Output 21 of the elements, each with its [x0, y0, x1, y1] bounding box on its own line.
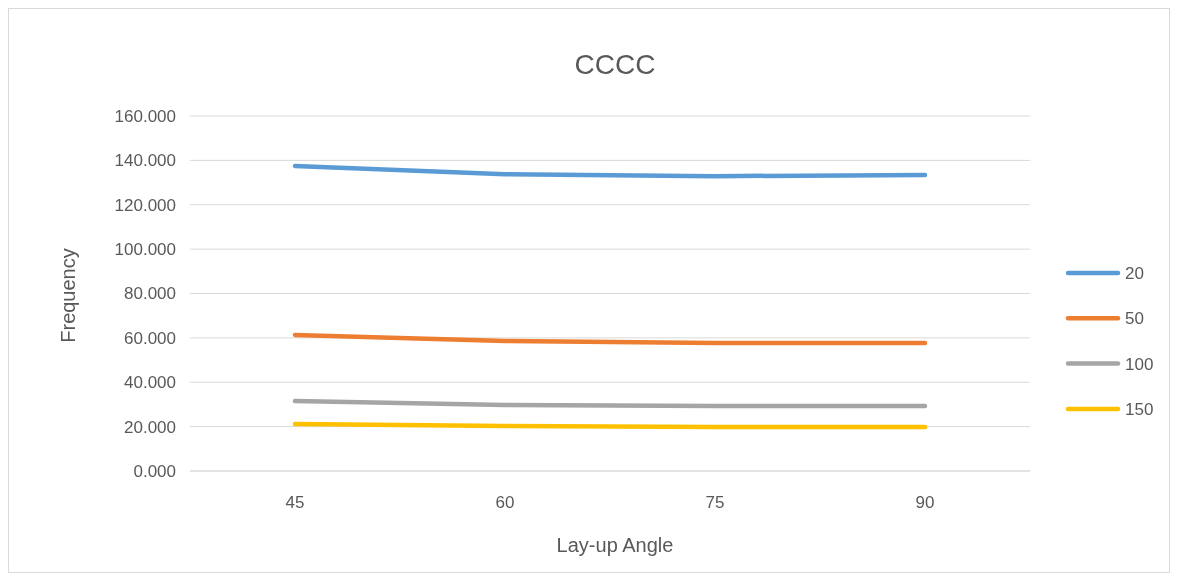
y-tick-label: 40.000 — [124, 373, 176, 393]
x-tick-label: 75 — [705, 493, 725, 512]
x-tick-label: 45 — [285, 493, 305, 512]
chart-title: CCCC — [574, 49, 656, 80]
y-tick-label: 80.000 — [124, 284, 176, 304]
line-series — [292, 163, 928, 179]
y-axis-title: Frequency — [57, 248, 79, 343]
y-tick-label: 120.000 — [114, 195, 176, 215]
y-tick-label: 160.000 — [114, 106, 176, 126]
y-tick-label: 140.000 — [114, 151, 176, 171]
x-axis-title: Lay-up Angle — [556, 534, 674, 556]
y-tick-label: 60.000 — [124, 328, 176, 348]
legend-label: 100 — [1125, 354, 1154, 374]
x-tick-label: 90 — [915, 493, 935, 512]
legend-label: 150 — [1125, 399, 1154, 419]
y-tick-label: 100.000 — [114, 240, 176, 260]
x-tick-label: 60 — [495, 493, 515, 512]
legend-label: 50 — [1125, 309, 1144, 329]
y-tick-label: 20.000 — [124, 417, 176, 437]
y-tick-label: 0.000 — [133, 461, 176, 481]
legend-label: 20 — [1125, 263, 1144, 283]
